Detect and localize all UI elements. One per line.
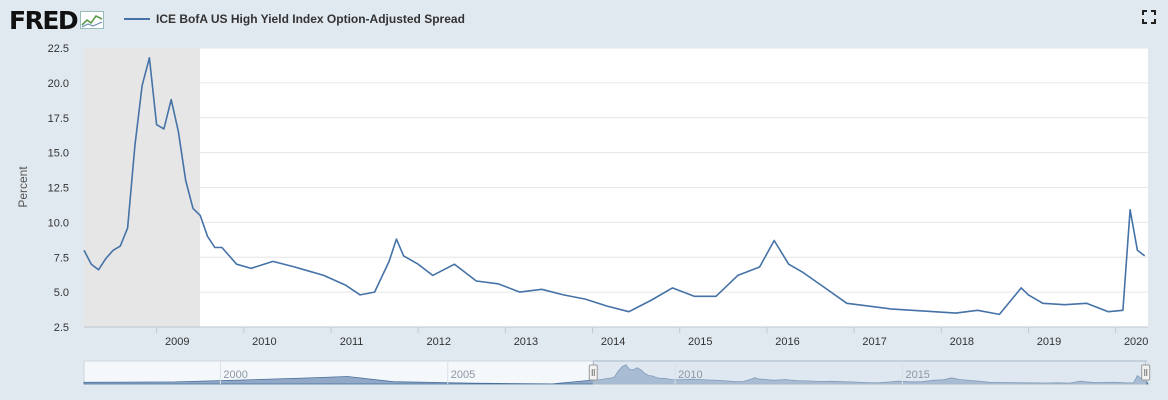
y-tick-label: 12.5	[48, 183, 69, 195]
fred-graph-icon	[80, 11, 105, 29]
y-tick-label: 2.5	[54, 322, 69, 334]
navigator-year-label: 2000	[223, 369, 247, 381]
y-tick-label: 10.0	[48, 217, 69, 229]
x-axis-ticks: 2009 2010 2011 2012 2013 2014 2015 2016 2017 2018…	[156, 327, 1148, 348]
x-tick-label: 2020	[1124, 336, 1148, 348]
x-tick-label: 2013	[514, 336, 538, 348]
x-tick-label: 2012	[427, 336, 451, 348]
y-axis-ticks: 2.5 5.0 7.5 10.0 12.5 15.0 17.5 20.0 22.5	[48, 43, 69, 334]
y-axis-label: Percent	[16, 166, 30, 208]
y-tick-label: 22.5	[48, 43, 69, 55]
y-tick-label: 5.0	[54, 287, 69, 299]
navigator-selection	[592, 360, 1147, 385]
x-tick-label: 2019	[1037, 336, 1061, 348]
x-tick-label: 2016	[775, 336, 799, 348]
navigator-year-label: 2010	[678, 369, 702, 381]
fred-logo[interactable]: FRED	[9, 5, 105, 35]
y-tick-label: 17.5	[48, 113, 69, 125]
x-tick-label: 2014	[601, 336, 625, 348]
navigator-left-handle[interactable]	[588, 364, 598, 381]
x-tick-label: 2017	[862, 336, 886, 348]
navigator-series	[83, 364, 1149, 385]
handle-body	[1141, 364, 1151, 381]
y-tick-label: 15.0	[48, 148, 69, 160]
x-tick-label: 2018	[950, 336, 974, 348]
navigator-right-handle[interactable]	[1141, 364, 1151, 381]
legend-label: ICE BofA US High Yield Index Option-Adju…	[156, 12, 465, 26]
fred-logo-text: FRED	[9, 5, 79, 35]
legend-swatch	[124, 18, 150, 20]
x-tick-label: 2011	[340, 336, 364, 348]
x-tick-label: 2009	[165, 336, 189, 348]
expand-icon[interactable]	[1142, 10, 1156, 24]
x-tick-label: 2015	[688, 336, 712, 348]
chart-header: FRED ICE BofA US High Yield Index Option…	[0, 0, 1168, 40]
y-tick-label: 20.0	[48, 78, 69, 90]
range-navigator[interactable]: 2000 2005 2010 2015	[83, 360, 1151, 385]
y-tick-label: 7.5	[54, 252, 69, 264]
series-line	[83, 57, 1146, 316]
chart-legend: ICE BofA US High Yield Index Option-Adju…	[124, 12, 465, 26]
x-tick-label: 2010	[252, 336, 276, 348]
handle-body	[588, 364, 598, 381]
navigator-year-label: 2005	[451, 369, 475, 381]
navigator-year-label: 2015	[905, 369, 929, 381]
